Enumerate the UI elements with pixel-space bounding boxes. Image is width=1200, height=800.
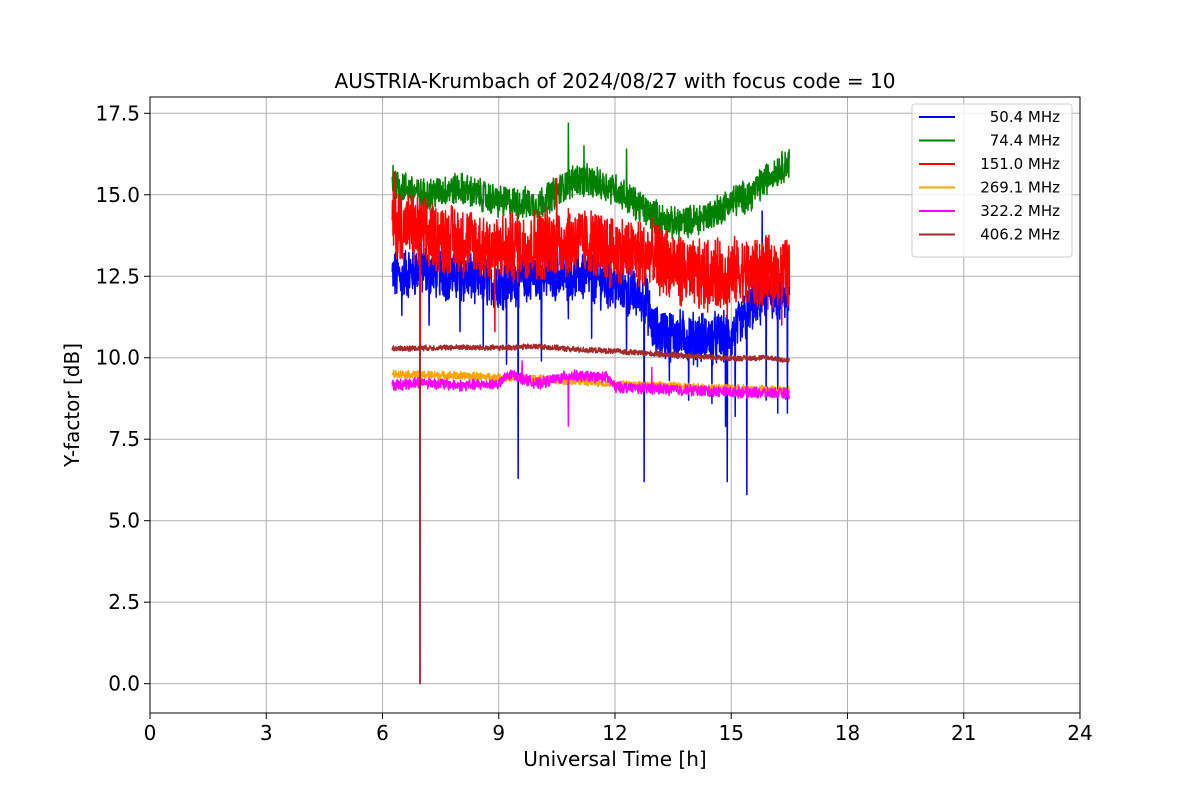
x-tick-label: 3 (260, 721, 273, 745)
x-axis-label: Universal Time [h] (523, 747, 706, 771)
y-tick-label: 17.5 (95, 101, 140, 125)
legend-label: 50.4 MHz (990, 108, 1060, 126)
legend: 50.4 MHz 74.4 MHz 151.0 MHz 269.1 MHz 322.2 … (911, 103, 1073, 258)
x-tick-label: 15 (719, 721, 744, 745)
x-tick-label: 9 (492, 721, 505, 745)
y-tick-label: 10.0 (95, 346, 140, 370)
y-tick-label: 12.5 (95, 264, 140, 288)
y-axis: 0.0 2.5 5.0 7.5 10.0 12.5 15.0 17.5 (95, 101, 150, 696)
plot-area (391, 122, 791, 685)
series-line (391, 171, 791, 685)
x-tick-label: 24 (1067, 721, 1092, 745)
y-tick-label: 0.0 (108, 672, 140, 696)
x-tick-label: 12 (602, 721, 627, 745)
y-tick-label: 15.0 (95, 183, 140, 207)
legend-label: 74.4 MHz (990, 132, 1060, 150)
series-line (391, 360, 791, 685)
x-tick-label: 0 (144, 721, 157, 745)
chart-title: AUSTRIA-Krumbach of 2024/08/27 with focu… (335, 69, 896, 93)
y-tick-label: 2.5 (108, 590, 140, 614)
series-line (391, 122, 791, 241)
x-tick-label: 18 (835, 721, 860, 745)
y-tick-label: 7.5 (108, 427, 140, 451)
legend-label: 151.0 MHz (980, 155, 1060, 173)
x-tick-label: 21 (951, 721, 976, 745)
legend-label: 269.1 MHz (980, 179, 1060, 197)
legend-label: 322.2 MHz (980, 202, 1060, 220)
legend-box (911, 103, 1073, 258)
y-tick-label: 5.0 (108, 509, 140, 533)
legend-label: 406.2 MHz (980, 226, 1060, 244)
x-axis: 0 3 6 9 12 15 18 21 24 (144, 713, 1093, 745)
series-line (391, 343, 791, 685)
x-tick-label: 6 (376, 721, 389, 745)
y-axis-label: Y-factor [dB] (60, 343, 84, 468)
